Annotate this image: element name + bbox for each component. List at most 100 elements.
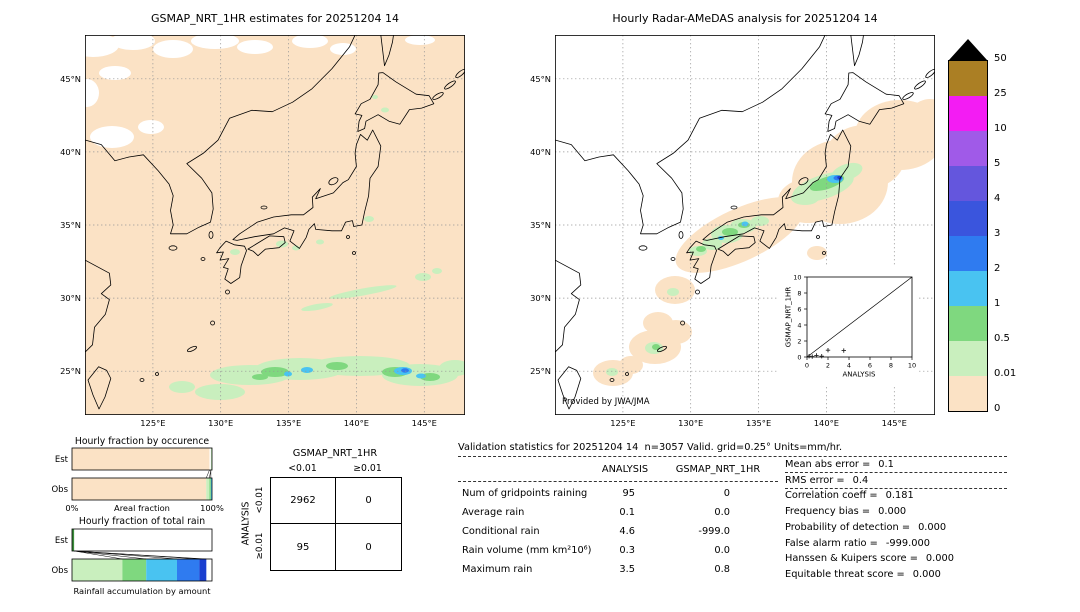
stats-row: Average rain 0.1 0.0 <box>458 507 788 521</box>
inset-y-axis-label: GSMAP_NRT_1HR <box>785 287 793 348</box>
left-map-lon-tick: 145°E <box>411 418 437 428</box>
contingency-cell: 95 <box>271 524 336 570</box>
left-map-lat-tick: 45°N <box>60 73 81 84</box>
colorbar-tick-label: 50 <box>994 53 1007 64</box>
metric-value: 0.000 <box>925 553 954 565</box>
occurrence-obs-label: Obs <box>51 485 68 495</box>
svg-text:8: 8 <box>889 362 893 370</box>
metric-label: False alarm ratio = <box>785 537 878 549</box>
inset-tick-labels: 00 2 2 4 4 6 6 8 8 10 10 <box>793 273 916 369</box>
metric-row: Probability of detection = 0.000 <box>785 522 1010 536</box>
metric-label: Equitable threat score = <box>785 568 905 580</box>
contingency-row-header-lt: <0.01 <box>255 486 265 514</box>
areal-fraction-min: 0% <box>65 503 78 513</box>
right-map-lon-tick: 135°E <box>745 418 772 428</box>
colorbar-segment <box>949 306 987 341</box>
contingency-cell: 0 <box>336 478 401 524</box>
totalrain-est-bar <box>71 528 213 552</box>
left-map-lon-tick: 140°E <box>343 418 369 428</box>
areal-fraction-max: 100% <box>200 503 224 513</box>
right-map-lon-tick: 125°E <box>610 418 636 428</box>
totalrain-connector-lines <box>74 550 207 560</box>
contingency-col-header-ge: ≥0.01 <box>353 463 382 474</box>
data-credit: Provided by JWA/JMA <box>562 397 650 407</box>
metric-row: False alarm ratio = -999.000 <box>785 538 1010 552</box>
divider <box>458 481 778 482</box>
divider <box>785 472 1007 473</box>
colorbar-tick-label: 0.01 <box>994 368 1017 379</box>
left-map-lon-tick: 130°E <box>208 418 234 428</box>
colorbar-segment <box>949 96 987 131</box>
stat-label: Maximum rain <box>462 564 533 575</box>
right-map-lat-tick: 40°N <box>530 146 551 157</box>
stat-label: Conditional rain <box>462 526 540 537</box>
svg-text:2: 2 <box>797 337 801 345</box>
colorbar-tick-label: 1 <box>994 298 1001 309</box>
inset-background <box>779 267 919 385</box>
colorbar-segment <box>949 61 987 96</box>
colorbar-tick-label: 0.5 <box>994 333 1010 344</box>
svg-text:4: 4 <box>797 321 801 329</box>
metric-value: 0.4 <box>852 474 869 486</box>
right-map-lon-tick: 145°E <box>881 418 907 428</box>
stat-label: Average rain <box>462 507 525 518</box>
stats-row: Conditional rain 4.6 -999.0 <box>458 526 788 540</box>
stat-gsmap-value: 0.0 <box>714 507 730 518</box>
inset-scatter-points <box>806 348 846 359</box>
map-frame <box>555 35 935 415</box>
colorbar-tick-label: 10 <box>994 123 1007 134</box>
radar-analysis-map: 00 2 2 4 4 6 6 8 8 10 10 ANALYSIS GSMAP_NRT_1HR <box>555 35 935 415</box>
contingency-cell: 2962 <box>271 478 336 524</box>
totalrain-chart-title: Hourly fraction of total rain <box>79 516 205 527</box>
metric-label: Mean abs error = <box>785 459 871 470</box>
colorbar-tick-label: 25 <box>994 88 1007 99</box>
svg-text:8: 8 <box>797 289 801 297</box>
metric-row: Equitable threat score = 0.000 <box>785 569 1010 583</box>
stat-analysis-value: 0.3 <box>619 545 635 556</box>
colorbar-tick-label: 5 <box>994 158 1001 169</box>
left-map-lat-tick: 30°N <box>60 293 81 304</box>
left-map-lon-tick: 125°E <box>140 418 166 428</box>
colorbar-over-triangle <box>949 39 987 60</box>
occurrence-est-bar <box>71 447 213 471</box>
svg-text:10: 10 <box>793 273 801 281</box>
colorbar-segment <box>949 271 987 306</box>
occurrence-connector-lines <box>206 469 212 479</box>
metric-row: Mean abs error = 0.1 <box>785 459 1010 473</box>
left-map-lon-tick: 135°E <box>275 418 302 428</box>
left-map-lat-tick: 25°N <box>60 366 81 377</box>
fraction-charts: Hourly fraction by occurence Est Obs 0% … <box>51 436 224 596</box>
colorbar-segment <box>949 131 987 166</box>
stat-analysis-value: 3.5 <box>619 564 635 575</box>
contingency-col-header-lt: <0.01 <box>288 463 317 474</box>
stat-analysis-value: 4.6 <box>619 526 635 537</box>
stat-analysis-value: 0.1 <box>619 507 635 518</box>
metric-value: 0.000 <box>912 568 941 580</box>
colorbar-segment <box>949 166 987 201</box>
stats-row: Rain volume (mm km²10⁶) 0.3 0.0 <box>458 545 788 559</box>
divider <box>785 488 1007 489</box>
left-map-lat-tick: 40°N <box>60 146 81 157</box>
stat-gsmap-value: -999.0 <box>698 526 730 537</box>
rainfall-accumulation-label: Rainfall accumulation by amount <box>73 586 211 596</box>
svg-text:4: 4 <box>847 362 851 370</box>
metric-value: 0.000 <box>878 506 907 518</box>
stat-label: Rain volume (mm km²10⁶) <box>462 545 592 556</box>
colorbar-tick-label: 4 <box>994 193 1001 204</box>
divider <box>458 456 1007 457</box>
precipitation-layer <box>169 95 465 400</box>
gsmap-estimate-map <box>85 35 465 415</box>
totalrain-est-label: Est <box>55 536 69 546</box>
contingency-title: GSMAP_NRT_1HR <box>292 448 378 459</box>
contingency-grid: 2962 0 95 0 <box>270 477 402 571</box>
right-map-lat-tick: 45°N <box>530 73 551 84</box>
map-frame <box>85 35 465 415</box>
inset-frame <box>806 276 913 358</box>
stat-gsmap-value: 0.8 <box>714 564 730 575</box>
metric-row: Correlation coeff = 0.181 <box>785 490 1010 504</box>
left-map-title: GSMAP_NRT_1HR estimates for 20251204 14 <box>150 12 400 25</box>
left-map-lat-tick: 35°N <box>60 220 81 230</box>
stat-gsmap-value: 0.0 <box>714 545 730 556</box>
right-map-lon-tick: 140°E <box>813 418 839 428</box>
